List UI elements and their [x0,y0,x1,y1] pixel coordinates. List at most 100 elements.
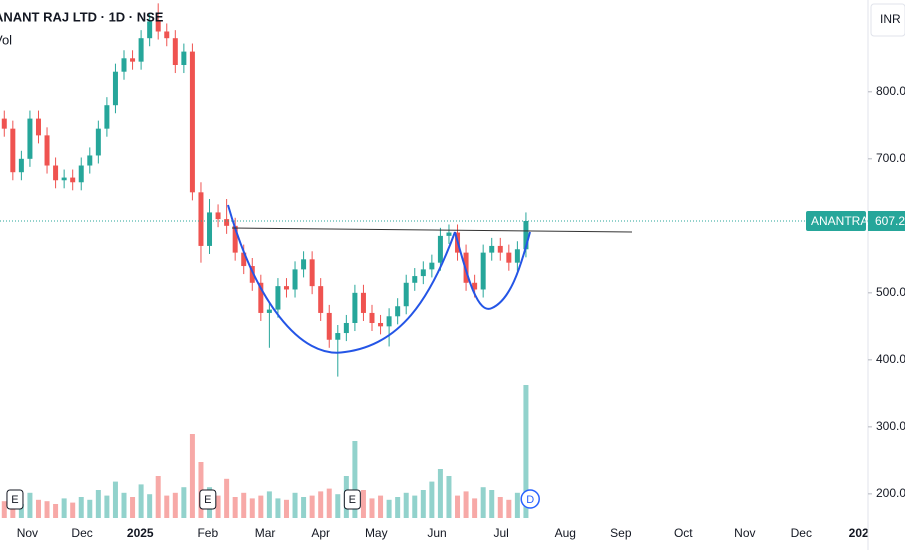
candle-body [70,177,76,183]
volume-bar [403,492,409,518]
candle-body [395,306,401,317]
volume-bar [121,492,127,518]
volume-bar [506,499,512,518]
volume-bar [104,495,110,518]
currency: INR [880,12,901,26]
volume-bar [463,491,469,518]
event-label: E [11,494,18,506]
candle-body [514,249,520,263]
candle-body [44,135,50,166]
candle-body [164,31,170,39]
candle-body [95,128,101,156]
volume-bar [514,492,520,518]
x-tick-label: Nov [17,526,38,540]
candle-body [403,282,409,307]
x-tick-label: May [365,526,388,540]
x-tick-label: Sep [610,526,632,540]
event-marker[interactable] [6,489,24,510]
volume-bar [224,478,230,518]
candle-body [326,312,332,340]
price-label: 607.2 [875,214,905,228]
candle-body [318,286,324,313]
volume-bar [301,497,307,518]
candle-body [343,322,349,334]
event-label: E [349,494,356,506]
candle-body [207,212,213,246]
volume-bar [147,494,153,518]
volume-bar [335,494,341,518]
candle-body [198,192,204,246]
volume-bar [446,476,452,518]
candle-body [104,105,110,129]
event-marker[interactable] [199,489,217,510]
candle-body [386,316,392,327]
volume-bar [112,481,118,518]
candle-body [292,269,298,290]
candle-body [437,235,443,263]
candle-body [446,232,452,236]
candle-body [121,58,127,72]
event-label: E [204,494,211,506]
volume-bar [249,498,255,518]
candle-body [172,38,178,65]
volume-bar [241,492,247,518]
volume-bar [1,501,7,518]
candle-body [497,245,503,253]
candle-body [155,21,161,32]
volume-bar [352,441,358,518]
volume-bar [378,495,384,518]
candle-body [189,51,195,193]
candle-body [181,51,187,65]
volume-bar [386,499,392,518]
x-tick-label: Dec [791,526,812,540]
neckline-drawing [231,227,633,233]
x-tick-label: Jun [427,526,446,540]
x-tick-label: Apr [311,526,330,540]
volume-bar [489,490,495,518]
volume-bar [35,499,41,518]
volume-bar [78,497,84,518]
candle-body [258,282,264,313]
volume-bar [172,492,178,518]
candle-body [301,259,307,270]
volume-bar [292,492,298,518]
candle-body [87,155,93,166]
volume-bar [189,434,195,518]
candle-body [378,322,384,327]
x-tick-label: Mar [255,526,276,540]
candle-body [215,212,221,220]
candle-body [412,276,418,283]
candle-body [27,118,33,159]
volume-bar [275,498,281,518]
currency-box[interactable] [870,3,905,37]
volume-bar [155,476,161,518]
handle-drawing [454,231,531,310]
volume-bar [95,490,101,518]
volume-label: Vol [0,32,12,47]
event-label: D [526,494,534,506]
y-tick-label: 300.0 [876,419,905,433]
candle-body [472,282,478,290]
event-marker[interactable] [343,489,361,510]
symbol-label-box [806,211,866,231]
x-tick-label: 2026 [849,526,876,540]
volume-bar [283,499,289,518]
volume-bar [87,499,93,518]
x-tick-label: Oct [674,526,693,540]
event-marker[interactable] [520,489,540,509]
candle-body [232,225,238,253]
candle-body [429,262,435,270]
x-tick-label: Aug [555,526,576,540]
volume-bar [18,504,24,518]
volume-bar [130,497,136,518]
x-tick-label: Nov [734,526,755,540]
candle-body [369,312,375,323]
candle-body [352,292,358,323]
x-tick-label: 2025 [127,526,154,540]
candle-body [35,118,41,136]
volume-bar [369,498,375,518]
volume-bar [181,487,187,518]
volume-bar [429,481,435,518]
